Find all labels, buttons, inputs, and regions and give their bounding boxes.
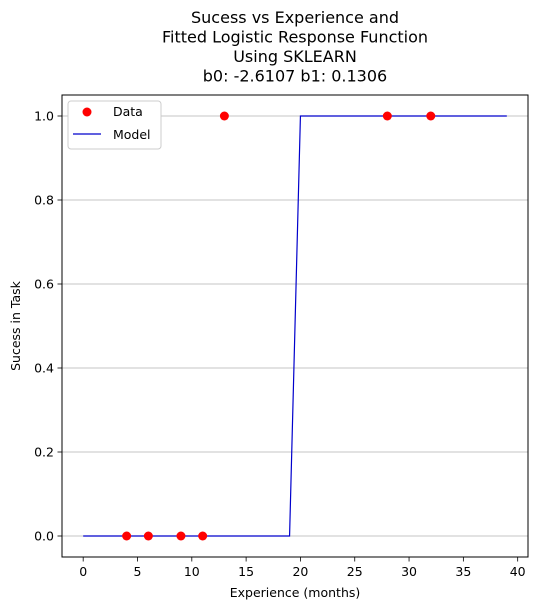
legend-label-data: Data: [113, 104, 143, 119]
title-line: b0: -2.6107 b1: 0.1306: [203, 67, 387, 86]
x-tick-label: 5: [134, 564, 142, 579]
legend-label-model: Model: [113, 127, 151, 142]
x-tick-label: 40: [510, 564, 526, 579]
data-point: [426, 111, 436, 121]
y-tick-label: 1.0: [34, 109, 54, 124]
model-line: [83, 115, 507, 537]
y-tick-label: 0.2: [34, 445, 54, 460]
data-point: [143, 531, 153, 541]
data-point: [382, 111, 392, 121]
data-point: [176, 531, 186, 541]
plot-frame: [61, 94, 529, 558]
x-axis-label: Experience (months): [230, 585, 361, 600]
data-point: [122, 531, 132, 541]
plot-series: [83, 111, 507, 541]
y-tick-label: 0.6: [34, 277, 54, 292]
y-axis-label: Sucess in Task: [8, 280, 23, 371]
title-line: Using SKLEARN: [233, 47, 357, 66]
title-line: Sucess vs Experience and: [191, 8, 399, 27]
data-point: [198, 531, 208, 541]
data-point: [219, 111, 229, 121]
y-axis-ticks: 0.0 0.2 0.4 0.6 0.8 1.0: [34, 109, 62, 544]
legend: Data Model: [67, 100, 162, 150]
x-tick-label: 0: [79, 564, 87, 579]
legend-marker-data: [82, 107, 92, 117]
x-tick-label: 25: [347, 564, 363, 579]
x-tick-label: 35: [455, 564, 471, 579]
x-tick-label: 30: [401, 564, 417, 579]
x-tick-label: 10: [184, 564, 200, 579]
y-tick-label: 0.4: [34, 361, 54, 376]
x-axis-ticks: 0 5 10 15 20 25 30 35 40: [79, 557, 526, 579]
title-line: Fitted Logistic Response Function: [162, 28, 428, 47]
x-tick-label: 20: [292, 564, 308, 579]
y-tick-label: 0.8: [34, 193, 54, 208]
y-tick-label: 0.0: [34, 529, 54, 544]
x-tick-label: 15: [238, 564, 254, 579]
